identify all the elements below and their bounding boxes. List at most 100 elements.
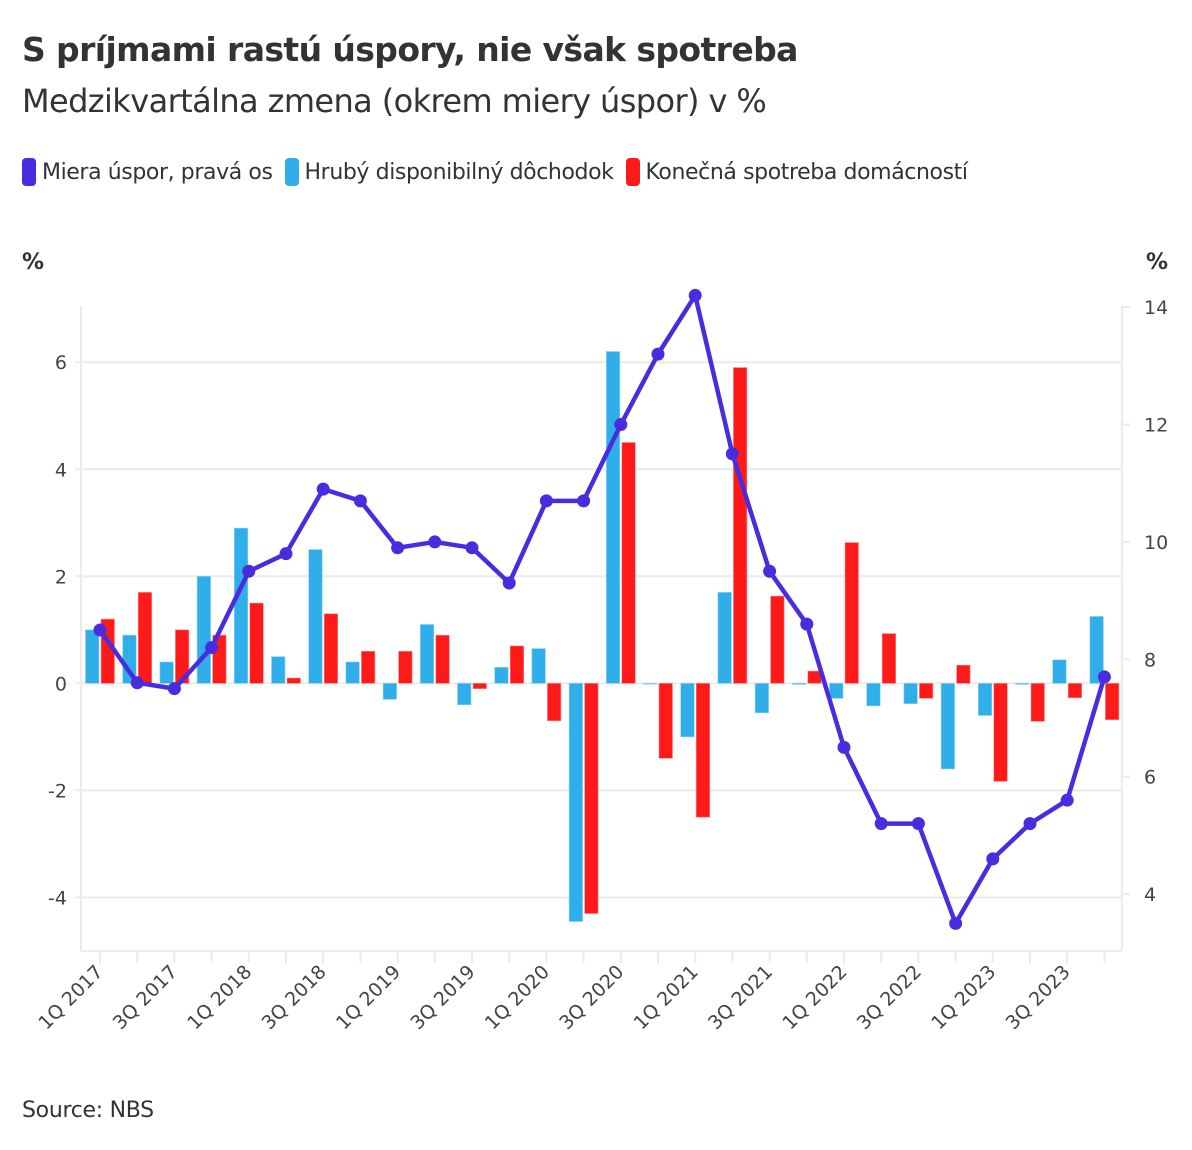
bar-disposable-income bbox=[568, 683, 583, 922]
bar-consumption bbox=[1105, 683, 1120, 721]
saving-rate-point bbox=[93, 623, 107, 637]
bar-disposable-income bbox=[196, 576, 211, 684]
bar-consumption bbox=[695, 683, 711, 818]
x-tick-label: 1Q 2023 bbox=[927, 961, 1000, 1034]
bar-consumption bbox=[1030, 683, 1045, 722]
bar-consumption bbox=[770, 595, 785, 684]
bar-disposable-income bbox=[308, 549, 323, 684]
x-tick-label: 1Q 2019 bbox=[332, 961, 405, 1034]
bar-consumption bbox=[733, 367, 748, 684]
saving-rate-point bbox=[614, 418, 628, 432]
x-tick-label: 3Q 2023 bbox=[1002, 961, 1075, 1034]
legend-item-saving-rate[interactable]: Miera úspor, pravá os bbox=[22, 158, 273, 186]
bar-disposable-income bbox=[1089, 616, 1104, 684]
bar-consumption bbox=[137, 592, 152, 684]
bar-consumption bbox=[993, 683, 1008, 782]
legend-label-consumption: Konečná spotreba domácností bbox=[645, 159, 968, 185]
bar-disposable-income bbox=[866, 683, 881, 707]
bar-consumption bbox=[286, 677, 301, 684]
y-tick-label: 6 bbox=[55, 352, 67, 374]
legend-item-disposable-income[interactable]: Hrubý disponibilný dôchodok bbox=[284, 158, 614, 186]
saving-rate-point bbox=[502, 576, 516, 590]
x-tick-label: 1Q 2022 bbox=[778, 961, 851, 1034]
saving-rate-point bbox=[837, 740, 851, 754]
x-tick-label: 3Q 2018 bbox=[258, 961, 331, 1034]
y-tick-label: 2 bbox=[55, 566, 67, 588]
saving-rate-point bbox=[1023, 817, 1037, 831]
y2-tick-label: 8 bbox=[1144, 649, 1156, 671]
bar-consumption bbox=[323, 613, 339, 684]
bar-consumption bbox=[435, 634, 450, 684]
x-tick-label: 1Q 2020 bbox=[481, 961, 554, 1034]
bar-disposable-income bbox=[159, 661, 174, 684]
bar-disposable-income bbox=[1015, 683, 1030, 685]
x-tick-label: 1Q 2017 bbox=[34, 961, 107, 1034]
x-tick-label: 3Q 2021 bbox=[704, 961, 777, 1034]
saving-rate-point bbox=[986, 852, 1000, 866]
y-tick-label: -2 bbox=[48, 780, 67, 802]
bar-disposable-income bbox=[940, 683, 955, 770]
bar-disposable-income bbox=[234, 527, 249, 684]
y-tick-label: 0 bbox=[55, 673, 67, 695]
bar-consumption bbox=[844, 542, 859, 684]
saving-rate-point bbox=[949, 916, 963, 930]
bar-consumption bbox=[956, 664, 971, 684]
legend-swatch-disposable-income bbox=[284, 158, 299, 186]
saving-rate-polyline bbox=[97, 293, 1107, 926]
legend-item-consumption[interactable]: Konečná spotreba domácností bbox=[625, 158, 968, 186]
bar-disposable-income bbox=[419, 624, 435, 684]
saving-rate-point bbox=[800, 617, 814, 631]
x-tick-label: 1Q 2018 bbox=[183, 961, 256, 1034]
chart-title: S príjmami rastú úspory, nie však spotre… bbox=[22, 30, 798, 69]
bar-consumption bbox=[658, 683, 673, 759]
bar-consumption bbox=[547, 683, 562, 722]
y-tick-label: 4 bbox=[55, 459, 67, 481]
legend-label-saving-rate: Miera úspor, pravá os bbox=[42, 159, 273, 185]
saving-rate-point bbox=[279, 547, 293, 561]
y2-tick-label: 4 bbox=[1144, 884, 1156, 906]
bar-disposable-income bbox=[829, 683, 844, 699]
saving-rate-point bbox=[242, 564, 256, 578]
saving-rate-point bbox=[167, 682, 181, 696]
y2-tick-label: 6 bbox=[1144, 767, 1156, 789]
bars bbox=[85, 351, 1120, 922]
saving-rate-point bbox=[428, 535, 442, 549]
chart-subtitle: Medzikvartálna zmena (okrem miery úspor)… bbox=[22, 82, 767, 120]
legend-label-disposable-income: Hrubý disponibilný dôchodok bbox=[304, 159, 614, 185]
bar-disposable-income bbox=[680, 683, 695, 738]
x-tick-label: 3Q 2017 bbox=[109, 961, 182, 1034]
saving-rate-line bbox=[93, 288, 1111, 930]
y2-tick-label: 12 bbox=[1144, 415, 1168, 437]
x-tick-label: 3Q 2022 bbox=[853, 961, 926, 1034]
saving-rate-point bbox=[465, 541, 479, 555]
saving-rate-point bbox=[874, 817, 888, 831]
saving-rate-point bbox=[651, 347, 665, 361]
saving-rate-point bbox=[1097, 670, 1111, 684]
bar-consumption bbox=[584, 683, 599, 914]
bar-disposable-income bbox=[531, 648, 546, 684]
bar-consumption bbox=[621, 442, 636, 684]
bar-disposable-income bbox=[754, 683, 769, 714]
saving-rate-point bbox=[539, 494, 553, 508]
x-tick-label: 3Q 2019 bbox=[406, 961, 479, 1034]
legend-swatch-consumption bbox=[625, 158, 640, 186]
legend: Miera úspor, pravá os Hrubý disponibilný… bbox=[22, 158, 980, 186]
bar-disposable-income bbox=[382, 683, 397, 700]
y-tick-label: -4 bbox=[48, 887, 67, 909]
bar-disposable-income bbox=[903, 683, 918, 705]
right-axis-unit: % bbox=[1146, 250, 1169, 275]
bar-disposable-income bbox=[1052, 659, 1067, 684]
bar-consumption bbox=[398, 650, 413, 684]
bar-consumption bbox=[509, 645, 525, 684]
saving-rate-point bbox=[688, 288, 702, 302]
bar-disposable-income bbox=[345, 661, 360, 684]
bar-disposable-income bbox=[85, 629, 100, 684]
bar-consumption bbox=[249, 602, 264, 684]
bar-consumption bbox=[1067, 683, 1082, 699]
y2-tick-label: 10 bbox=[1144, 532, 1168, 554]
y2-tick-label: 14 bbox=[1144, 297, 1168, 319]
source-note: Source: NBS bbox=[22, 1098, 154, 1123]
bar-disposable-income bbox=[977, 683, 993, 716]
x-tick-label: 1Q 2021 bbox=[630, 961, 703, 1034]
legend-swatch-saving-rate bbox=[22, 158, 36, 186]
